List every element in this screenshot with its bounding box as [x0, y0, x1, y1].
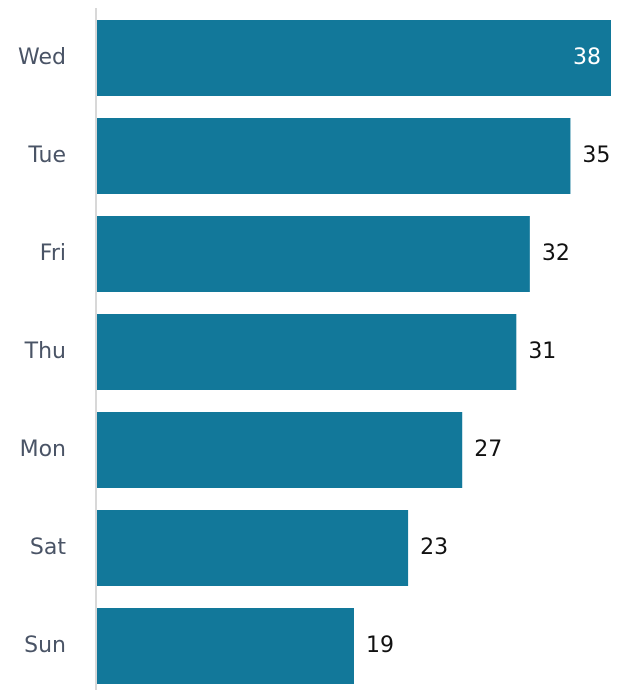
category-label: Tue — [27, 143, 66, 168]
category-label: Sun — [24, 633, 66, 658]
value-label: 35 — [582, 143, 610, 168]
value-label: 27 — [474, 437, 502, 462]
bar — [97, 608, 354, 684]
category-label: Mon — [20, 437, 66, 462]
bar — [97, 20, 611, 96]
bar — [97, 412, 463, 488]
category-label: Fri — [40, 241, 66, 266]
category-label: Wed — [18, 45, 66, 70]
category-label: Sat — [30, 535, 66, 560]
bar — [97, 314, 517, 390]
bar — [97, 118, 571, 194]
value-label: 31 — [528, 339, 556, 364]
value-label: 38 — [573, 45, 601, 70]
value-label: 23 — [420, 535, 448, 560]
category-label: Thu — [24, 339, 66, 364]
value-label: 19 — [366, 633, 394, 658]
bar — [97, 216, 530, 292]
value-label: 32 — [542, 241, 570, 266]
bar — [97, 510, 409, 586]
